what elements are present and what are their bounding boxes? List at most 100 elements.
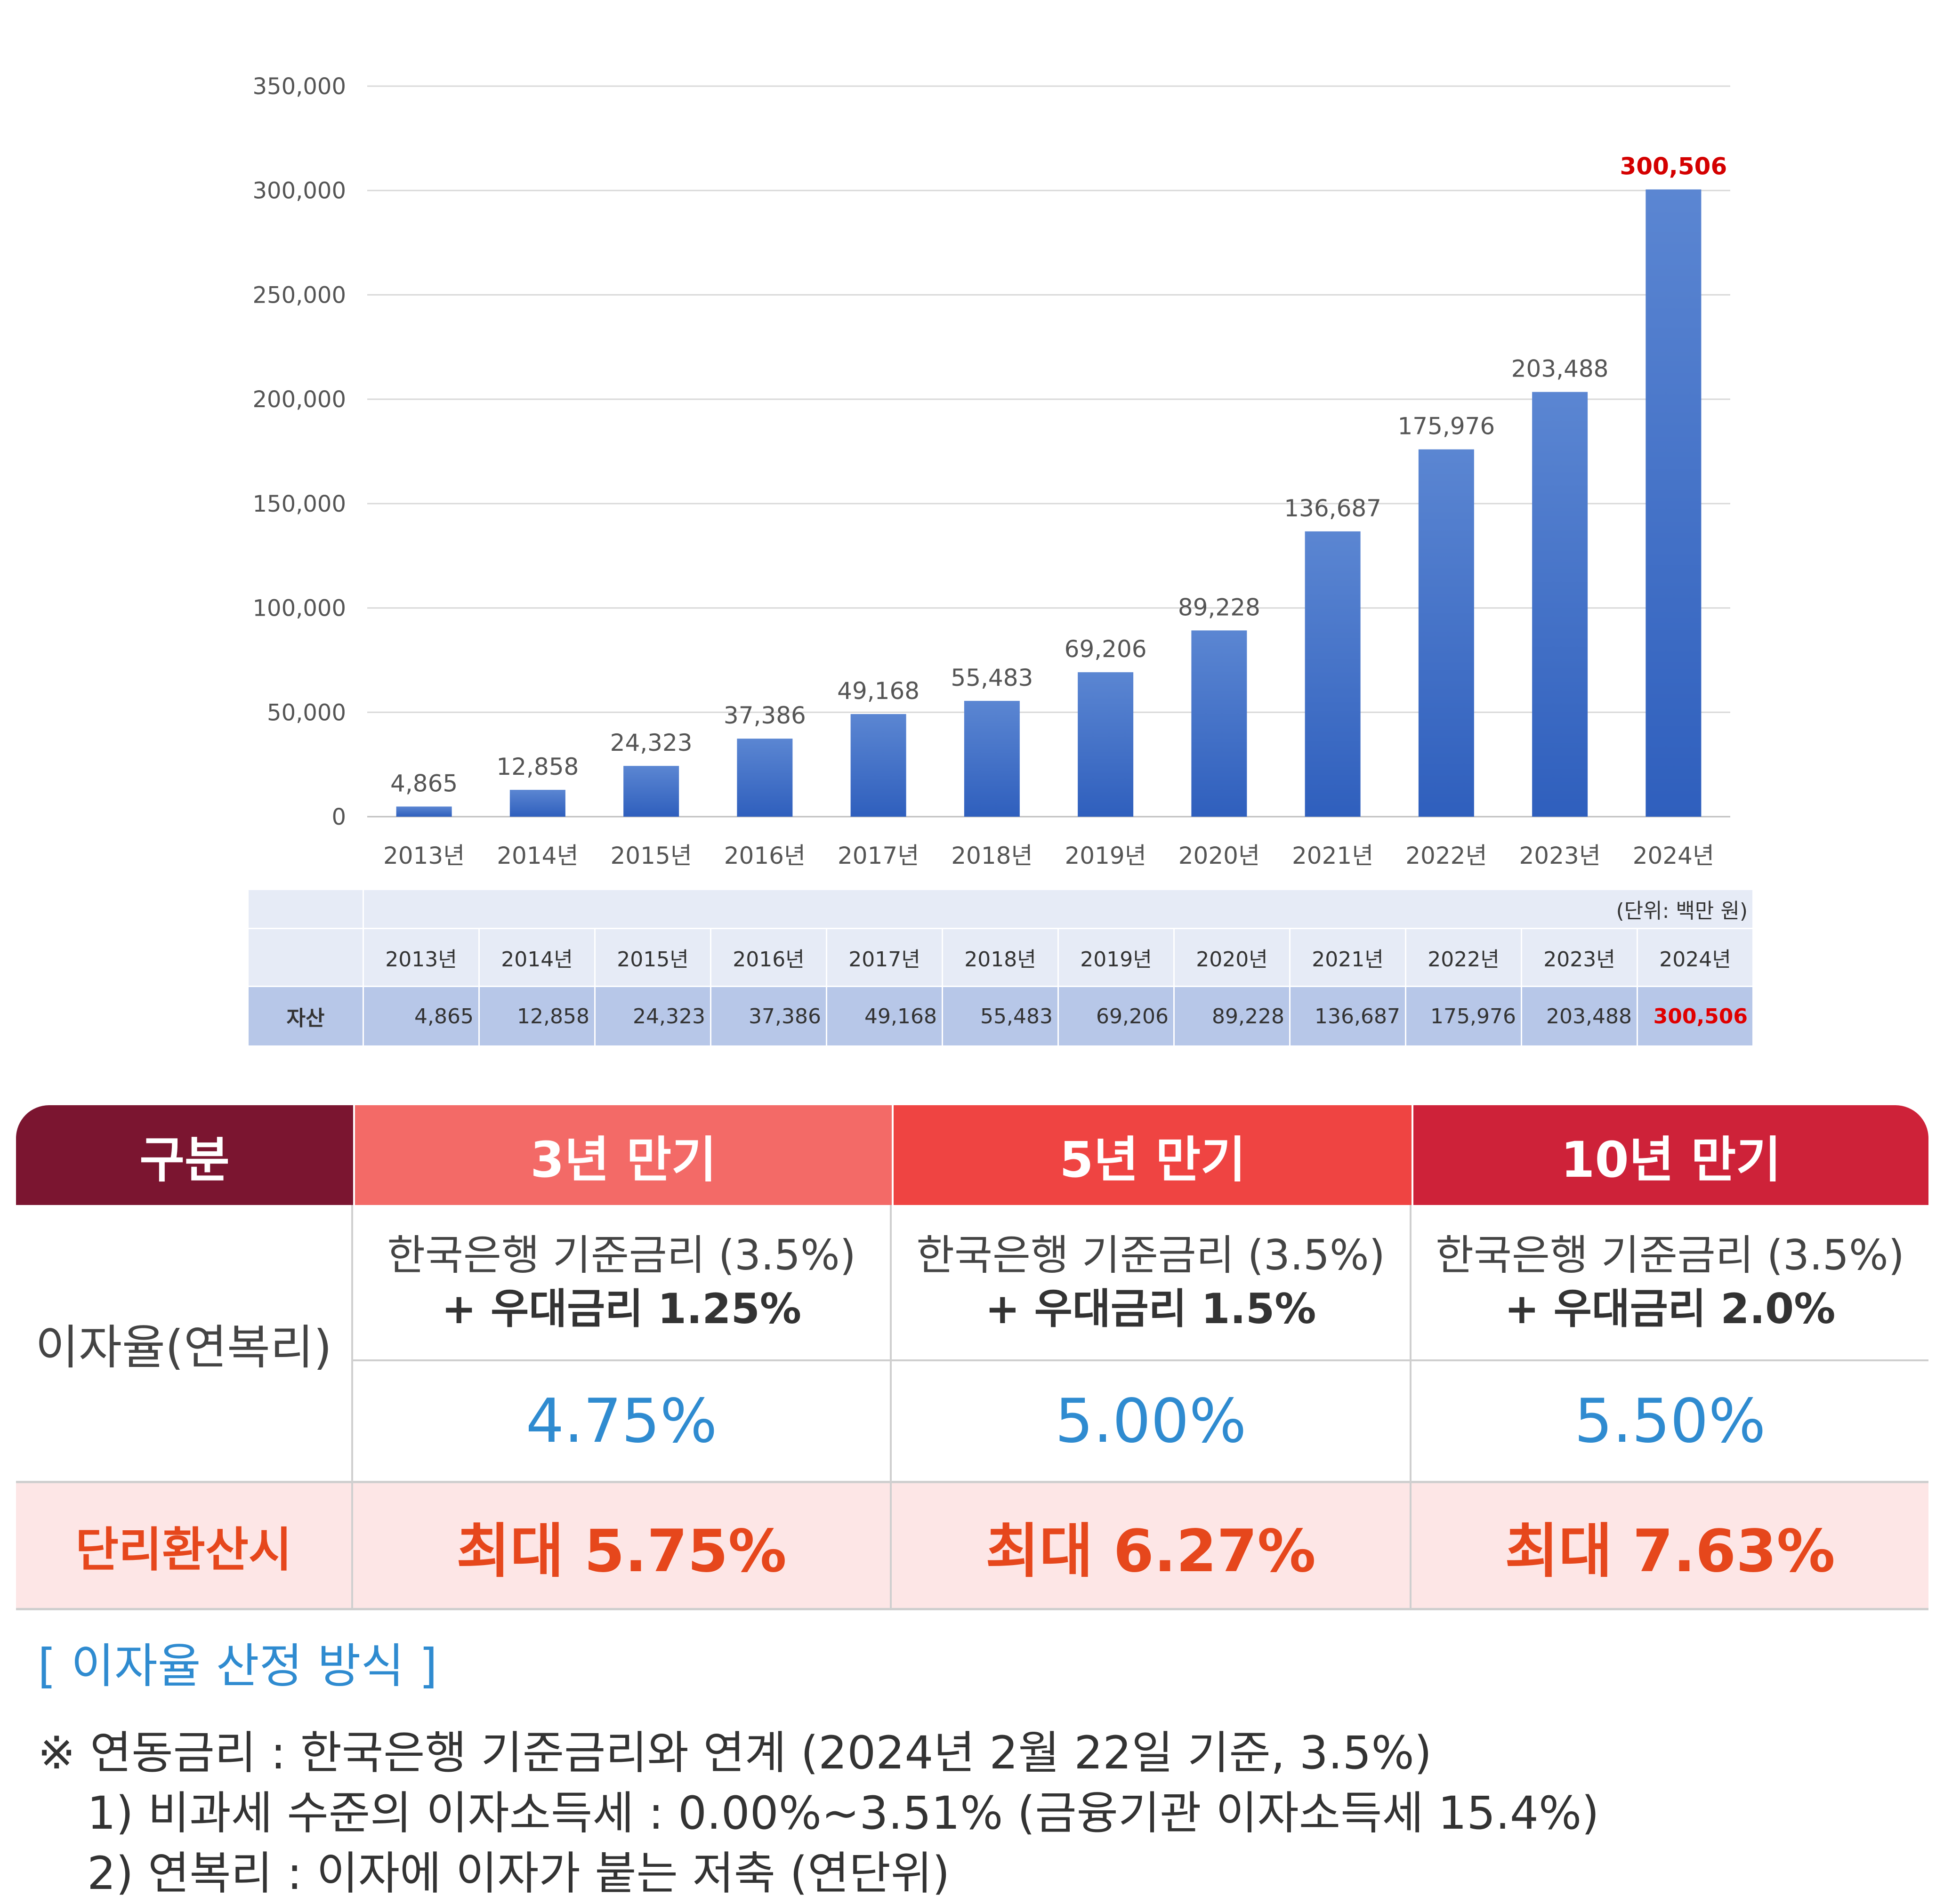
bar: [1418, 449, 1474, 817]
header-5-year: 5년 만기: [892, 1105, 1412, 1205]
year-header-cell: 2014년: [478, 928, 596, 987]
year-header-cell: 2016년: [710, 928, 827, 987]
data-label: 69,206: [1065, 635, 1147, 663]
bar: [1305, 531, 1361, 817]
x-tick-label: 2014년: [497, 842, 578, 869]
data-label: 37,386: [724, 702, 806, 729]
y-tick-label: 250,000: [253, 282, 347, 308]
rate-desc-line2: + 우대금리 1.25%: [441, 1285, 802, 1333]
asset-value-cell-highlight: 300,506: [1637, 986, 1754, 1047]
data-label: 4,865: [390, 770, 458, 797]
bar: [509, 789, 565, 817]
year-header-cell: 2018년: [942, 928, 1059, 987]
year-header-cell: 2023년: [1521, 928, 1638, 987]
x-tick-label: 2022년: [1405, 842, 1487, 869]
y-tick-label: 100,000: [253, 595, 347, 622]
asset-value-cell: 175,976: [1405, 986, 1522, 1047]
asset-value-cell: 69,206: [1057, 986, 1175, 1047]
bar: [1191, 630, 1247, 817]
y-tick-label: 300,000: [253, 178, 347, 204]
year-header-cell: 2019년: [1057, 928, 1175, 987]
simple-rate-5-year: 최대 6.27%: [892, 1483, 1412, 1608]
unit-row-blank: [247, 889, 364, 929]
rate-description-3-year: 한국은행 기준금리 (3.5%) + 우대금리 1.25%: [353, 1205, 892, 1361]
x-tick-label: 2017년: [838, 842, 919, 869]
year-header-cell: 2021년: [1289, 928, 1406, 987]
asset-value-cell: 89,228: [1173, 986, 1291, 1047]
simple-interest-label: 단리환산시: [16, 1483, 353, 1608]
data-label: 175,976: [1397, 413, 1495, 440]
asset-value-cell: 4,865: [363, 986, 480, 1047]
y-tick-label: 200,000: [253, 386, 347, 413]
data-label: 136,687: [1284, 495, 1381, 522]
simple-rate-10-year: 최대 7.63%: [1505, 1517, 1835, 1585]
rate-method-notes: [ 이자율 산정 방식 ] ※ 연동금리 : 한국은행 기준금리와 연계 (20…: [38, 1638, 1874, 1904]
rate-value-10-year: 5.50%: [1574, 1386, 1766, 1456]
x-tick-label: 2021년: [1292, 842, 1373, 869]
year-header-row: 2013년 2014년 2015년 2016년 2017년 2018년 2019…: [247, 928, 1754, 987]
bar: [737, 739, 793, 817]
rate-desc-line2: + 우대금리 1.5%: [985, 1285, 1316, 1333]
data-label: 55,483: [951, 664, 1033, 691]
x-tick-label: 2018년: [951, 842, 1033, 869]
x-tick-label: 2023년: [1519, 842, 1601, 869]
bar: [623, 766, 679, 817]
bar: [396, 806, 452, 817]
y-tick-label: 50,000: [267, 699, 346, 726]
bar: [1532, 392, 1588, 817]
year-header-cell: 2024년: [1637, 928, 1754, 987]
y-tick-label: 350,000: [253, 73, 347, 100]
data-label: 89,228: [1178, 594, 1260, 621]
data-label: 300,506: [1620, 153, 1727, 180]
year-header-blank: [247, 928, 364, 987]
data-label: 203,488: [1511, 355, 1609, 383]
rate-desc-line1: 한국은행 기준금리 (3.5%): [916, 1230, 1385, 1279]
x-tick-label: 2016년: [724, 842, 806, 869]
header-10-year: 10년 만기: [1412, 1105, 1928, 1205]
note-line: 1) 비과세 수준의 이자소득세 : 0.00%~3.51% (금융기관 이자소…: [87, 1787, 1599, 1840]
x-tick-label: 2013년: [383, 842, 465, 869]
header-category: 구분: [16, 1105, 353, 1205]
year-header-cell: 2022년: [1405, 928, 1522, 987]
y-tick-label: 150,000: [253, 491, 347, 517]
simple-rate-3-year: 최대 5.75%: [353, 1483, 892, 1608]
x-tick-label: 2015년: [611, 842, 692, 869]
asset-value-cell: 55,483: [942, 986, 1059, 1047]
unit-row: (단위: 백만 원): [247, 889, 1754, 929]
rate-table-header: 구분 3년 만기 5년 만기 10년 만기: [16, 1105, 1928, 1205]
rate-desc-line1: 한국은행 기준금리 (3.5%): [387, 1230, 856, 1279]
x-tick-label: 2020년: [1178, 842, 1260, 869]
asset-value-cell: 49,168: [826, 986, 943, 1047]
interest-rate-label: 이자율(연복리): [16, 1205, 353, 1481]
header-3-year: 3년 만기: [353, 1105, 892, 1205]
data-label: 24,323: [610, 729, 693, 756]
asset-value-cell: 136,687: [1289, 986, 1406, 1047]
rate-desc-line2: + 우대금리 2.0%: [1504, 1285, 1836, 1333]
x-tick-label: 2024년: [1633, 842, 1714, 869]
note-line: ※ 연동금리 : 한국은행 기준금리와 연계 (2024년 2월 22일 기준,…: [38, 1727, 1432, 1779]
asset-bar-chart: 350,000 300,000 250,000 200,000 150,000 100,0…: [253, 73, 1730, 869]
year-header-cell: 2015년: [594, 928, 711, 987]
bar: [964, 700, 1020, 817]
x-tick-label: 2019년: [1065, 842, 1146, 869]
bar: [850, 714, 906, 817]
rate-desc-line1: 한국은행 기준금리 (3.5%): [1436, 1230, 1904, 1279]
asset-value-cell: 24,323: [594, 986, 711, 1047]
unit-label: (단위: 백만 원): [363, 889, 1754, 929]
year-header-cell: 2013년: [363, 928, 480, 987]
bar: [1646, 189, 1702, 817]
simple-interest-row: 단리환산시 최대 5.75% 최대 6.27% 최대 7.63%: [16, 1481, 1928, 1610]
asset-row-label: 자산: [247, 986, 364, 1047]
note-line: 2) 연복리 : 이자에 이자가 붙는 저축 (연단위): [87, 1847, 950, 1900]
asset-data-table: (단위: 백만 원) 2013년 2014년 2015년 2016년 2017년…: [247, 889, 1754, 1047]
bar: [1078, 672, 1134, 817]
data-label: 12,858: [496, 753, 579, 780]
data-label: 49,168: [837, 677, 920, 705]
year-header-cell: 2020년: [1173, 928, 1291, 987]
notes-title: [ 이자율 산정 방식 ]: [38, 1639, 438, 1694]
asset-value-cell: 203,488: [1521, 986, 1638, 1047]
y-tick-label: 0: [331, 804, 346, 830]
rate-value-3-year: 4.75%: [353, 1361, 892, 1481]
asset-value-row: 자산 4,865 12,858 24,323 37,386 49,168 55,…: [247, 986, 1754, 1047]
interest-rate-table: 구분 3년 만기 5년 만기 10년 만기 이자율(연복리) 한국은행 기준금리…: [16, 1105, 1928, 1610]
